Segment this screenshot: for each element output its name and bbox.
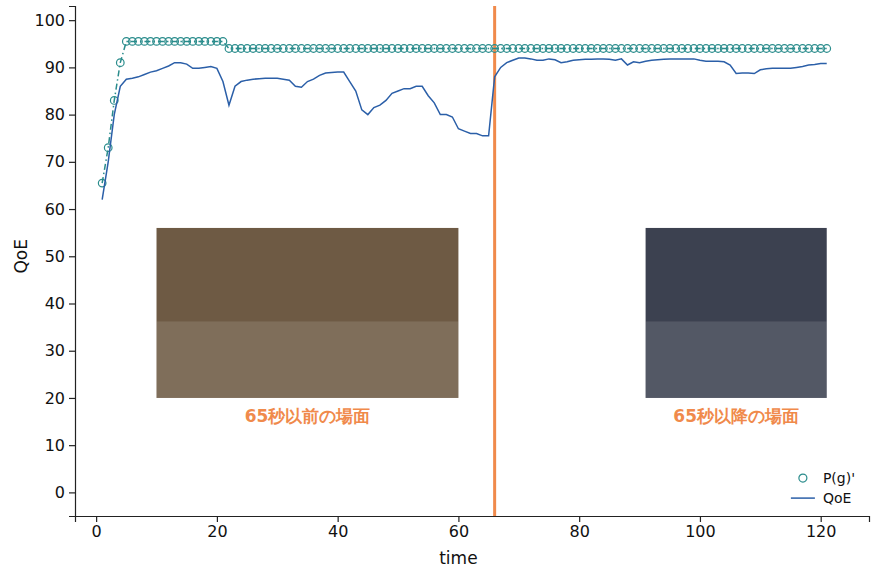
tick: 30 [45,341,75,360]
legend-symbol [799,474,807,482]
tick-mark [217,516,218,522]
tick: 10 [45,436,75,455]
scene-image [646,228,827,398]
tick: 60 [45,200,75,219]
tick-label: 120 [806,522,837,541]
tick: 60 [449,516,469,541]
tick: 80 [569,516,589,541]
tick: 40 [328,516,348,541]
tick-label: 20 [207,522,227,541]
x-axis: 0 20 40 60 80 100 120 [76,516,870,541]
tick-mark [69,303,75,304]
tick-mark [338,516,339,522]
legend-label: QoE [823,490,851,506]
tick-mark [821,516,822,522]
tick: 40 [45,294,75,313]
tick: 90 [45,58,75,77]
tick-label: 40 [328,522,348,541]
tick-mark [458,516,459,522]
tick-mark [69,115,75,116]
tick-label: 100 [685,522,716,541]
data-layer [98,6,830,516]
tick-mark [69,445,75,446]
tick-label: 10 [45,436,65,455]
image-placeholder [157,228,459,398]
tick-label: 90 [45,58,65,77]
axis-line [69,7,76,517]
tick: 80 [45,105,75,124]
tick: 120 [806,516,837,541]
tick-mark [69,20,75,21]
scene-image [157,228,459,398]
series-line [102,41,827,183]
legend-symbol [791,497,815,499]
marker [116,59,124,67]
image-caption: 65秒以前の場面 [245,406,371,426]
x-axis-title: time [439,548,477,568]
tick: 0 [55,483,75,502]
y-axis: 0 10 20 30 40 50 60 70 80 90 100 [34,7,75,517]
tick-label: 60 [45,200,65,219]
tick-mark [69,351,75,352]
tick-mark [69,67,75,68]
tick-mark [69,398,75,399]
tick-label: 0 [92,522,102,541]
tick: 100 [34,11,75,30]
tick-label: 0 [55,483,65,502]
tick-label: 30 [45,341,65,360]
tick-label: 80 [569,522,589,541]
tick-mark [579,516,580,522]
tick: 0 [92,516,102,541]
marker [219,38,227,46]
tick-mark [69,209,75,210]
axis-line [76,517,870,523]
image-shade [157,321,459,398]
tick: 100 [685,516,716,541]
image-caption: 65秒以降の場面 [673,406,799,426]
tick-mark [700,516,701,522]
tick: 20 [45,389,75,408]
tick-mark [69,256,75,257]
tick: 20 [207,516,227,541]
tick-label: 60 [449,522,469,541]
legend: P(g)' QoE [791,470,855,506]
chart: 0 20 40 60 80 100 120 0 10 20 30 40 50 60 70 80 90 100 tim… [0,0,875,576]
tick-mark [69,162,75,163]
annotations: 65秒以前の場面 65秒以降の場面 [157,228,827,426]
marker [823,45,831,53]
tick-label: 100 [34,11,65,30]
image-shade [646,321,827,398]
tick-mark [96,516,97,522]
plot: 0 20 40 60 80 100 120 0 10 20 30 40 50 60 70 80 90 100 tim… [11,6,870,568]
series-line [102,58,827,200]
tick: 50 [45,247,75,266]
legend-item: QoE [791,490,851,506]
legend-label: P(g)' [823,470,855,486]
tick-label: 80 [45,105,65,124]
tick-label: 50 [45,247,65,266]
tick-label: 70 [45,152,65,171]
legend-item: P(g)' [799,470,855,486]
tick-label: 20 [45,389,65,408]
tick-label: 40 [45,294,65,313]
tick: 70 [45,152,75,171]
image-placeholder [646,228,827,398]
y-axis-title: QoE [11,239,31,274]
tick-mark [69,492,75,493]
